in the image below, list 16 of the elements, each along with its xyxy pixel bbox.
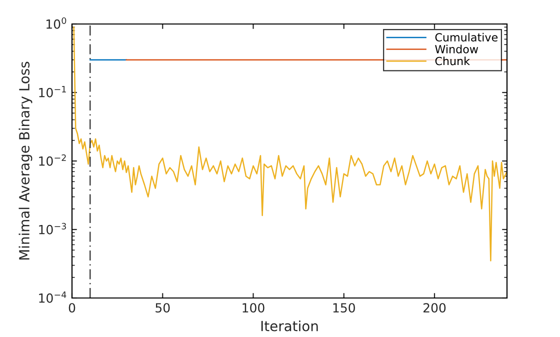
x-axis-title: Iteration [261,320,318,332]
y-axis-title: Minimal Average Binary Loss [18,62,32,260]
legend-label: Cumulative [435,32,498,42]
y-tick-label: 10$^{−1}$ [39,86,66,98]
legend-label: Chunk [435,56,470,66]
y-tick-label: 10$^{−2}$ [39,154,66,166]
x-tick-label: 50 [156,303,170,313]
y-tick-label: 10$^{0}$ [46,17,66,29]
legend-label: Window [435,44,478,54]
y-tick-label: 10$^{−4}$ [39,292,66,303]
x-tick-label: 150 [333,303,355,313]
x-tick-label: 0 [68,303,76,313]
line-series [73,26,507,262]
x-tick-label: 100 [242,303,264,313]
y-tick-label: 10$^{−3}$ [39,222,66,234]
x-tick-label: 200 [423,303,446,313]
